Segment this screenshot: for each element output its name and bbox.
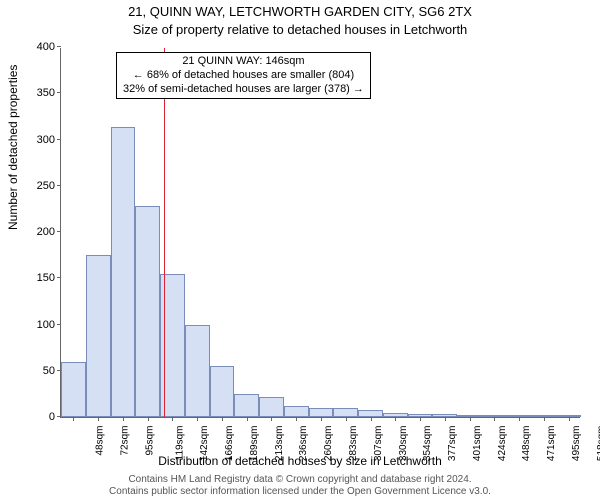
y-tick-mark [57, 231, 61, 232]
y-tick-label: 300 [37, 134, 61, 146]
annotation-line3: 32% of semi-detached houses are larger (… [123, 83, 364, 95]
histogram-bar [309, 408, 334, 417]
x-tick-label: 95sqm [144, 426, 155, 456]
annotation-line1: 21 QUINN WAY: 146sqm [182, 55, 304, 67]
y-tick-label: 350 [37, 87, 61, 99]
footer-text: Contains HM Land Registry data © Crown c… [0, 474, 600, 498]
footer-line1: Contains HM Land Registry data © Crown c… [128, 474, 471, 485]
plot-area: 05010015020025030035040048sqm72sqm95sqm1… [60, 48, 580, 418]
histogram-bar [135, 206, 160, 417]
x-tick-mark [197, 417, 198, 421]
x-tick-mark [470, 417, 471, 421]
y-tick-mark [57, 324, 61, 325]
x-tick-label: 72sqm [120, 426, 131, 456]
histogram-bar [284, 406, 309, 417]
y-tick-label: 100 [37, 319, 61, 331]
chart-subtitle: Size of property relative to detached ho… [0, 22, 600, 37]
histogram-bar [111, 127, 136, 417]
y-tick-mark [57, 185, 61, 186]
x-tick-mark [569, 417, 570, 421]
y-tick-label: 50 [43, 365, 61, 377]
x-tick-mark [247, 417, 248, 421]
y-tick-mark [57, 46, 61, 47]
x-axis-label: Distribution of detached houses by size … [0, 454, 600, 468]
y-tick-mark [57, 92, 61, 93]
x-tick-mark [172, 417, 173, 421]
x-tick-mark [519, 417, 520, 421]
y-tick-mark [57, 139, 61, 140]
histogram-bar [234, 394, 259, 417]
histogram-bar [86, 255, 111, 417]
x-tick-mark [371, 417, 372, 421]
x-tick-mark [346, 417, 347, 421]
x-tick-mark [445, 417, 446, 421]
chart-title: 21, QUINN WAY, LETCHWORTH GARDEN CITY, S… [0, 4, 600, 19]
x-tick-mark [420, 417, 421, 421]
reference-marker-line [164, 48, 165, 417]
x-tick-mark [321, 417, 322, 421]
x-tick-mark [544, 417, 545, 421]
x-tick-mark [123, 417, 124, 421]
histogram-bar [210, 366, 235, 417]
y-axis-label: Number of detached properties [6, 65, 20, 230]
histogram-bar [185, 325, 210, 418]
x-tick-mark [494, 417, 495, 421]
x-tick-mark [73, 417, 74, 421]
y-tick-label: 0 [49, 411, 61, 423]
x-tick-mark [296, 417, 297, 421]
y-tick-mark [57, 277, 61, 278]
histogram-bar [358, 410, 383, 417]
annotation-line2: ← 68% of detached houses are smaller (80… [133, 69, 354, 81]
x-tick-label: 48sqm [95, 426, 106, 456]
y-tick-label: 200 [37, 226, 61, 238]
histogram-bar [333, 408, 358, 417]
x-tick-mark [222, 417, 223, 421]
x-tick-mark [271, 417, 272, 421]
histogram-bar [259, 397, 284, 417]
histogram-bar [61, 362, 86, 418]
x-tick-mark [395, 417, 396, 421]
y-tick-label: 150 [37, 272, 61, 284]
x-tick-mark [148, 417, 149, 421]
annotation-box: 21 QUINN WAY: 146sqm ← 68% of detached ho… [116, 52, 371, 99]
y-tick-label: 250 [37, 180, 61, 192]
footer-line2: Contains public sector information licen… [109, 486, 491, 497]
chart-container: 21, QUINN WAY, LETCHWORTH GARDEN CITY, S… [0, 0, 600, 500]
y-tick-label: 400 [37, 41, 61, 53]
x-tick-mark [98, 417, 99, 421]
